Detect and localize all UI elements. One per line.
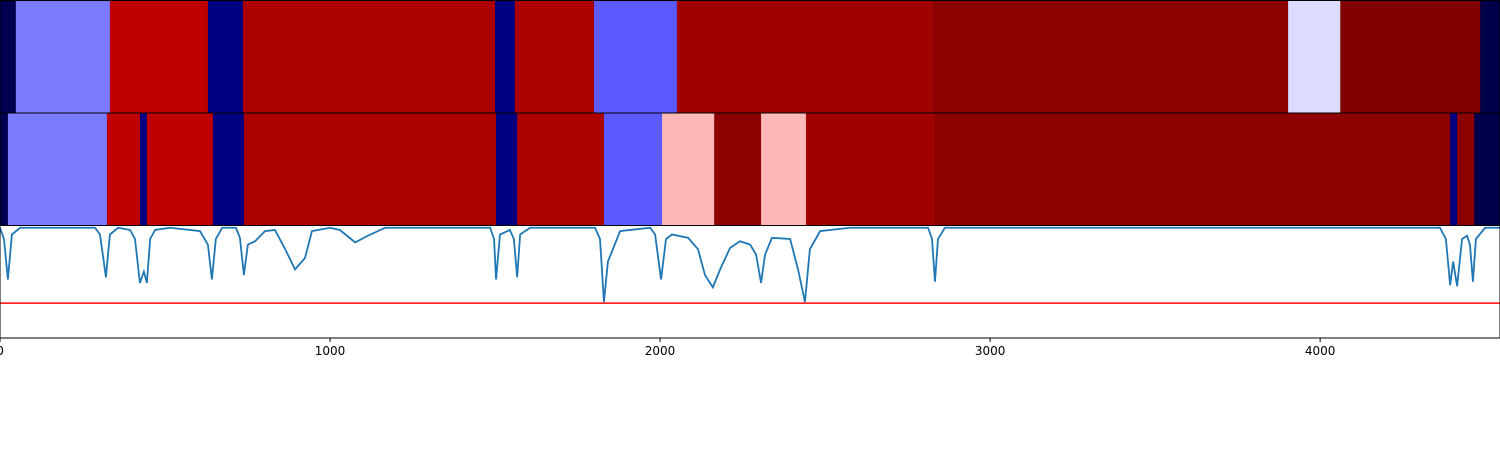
segment <box>207 0 244 113</box>
segment <box>1474 113 1500 226</box>
x-tick-label: 1000 <box>315 344 346 358</box>
x-tick-label: 2000 <box>645 344 676 358</box>
segment <box>106 113 141 226</box>
segment <box>1450 113 1458 226</box>
segment <box>594 0 678 113</box>
segment <box>761 113 807 226</box>
segment <box>1288 0 1341 113</box>
segment <box>662 113 715 226</box>
x-tick-label: 3000 <box>975 344 1006 358</box>
segment <box>243 113 497 226</box>
panel-frame <box>0 225 1500 339</box>
x-tick-label: 0 <box>0 344 4 358</box>
segment <box>242 0 496 113</box>
segment <box>514 0 595 113</box>
segment <box>495 0 516 113</box>
segment <box>212 113 245 226</box>
line <box>0 226 1500 303</box>
segment <box>1480 0 1500 113</box>
segment <box>0 113 9 226</box>
segment <box>676 0 934 113</box>
segment <box>0 0 17 113</box>
x-tick-label: 4000 <box>1305 344 1336 358</box>
segment <box>139 113 148 226</box>
segment <box>7 113 108 226</box>
segment <box>714 113 762 226</box>
segment <box>603 113 663 226</box>
segment <box>146 113 214 226</box>
segment <box>1457 113 1475 226</box>
segment <box>805 113 936 226</box>
segment <box>1340 0 1481 113</box>
segment <box>933 0 1289 113</box>
segment <box>496 113 518 226</box>
segment <box>15 0 111 113</box>
segment <box>934 113 1451 226</box>
segment <box>109 0 209 113</box>
segment <box>517 113 605 226</box>
